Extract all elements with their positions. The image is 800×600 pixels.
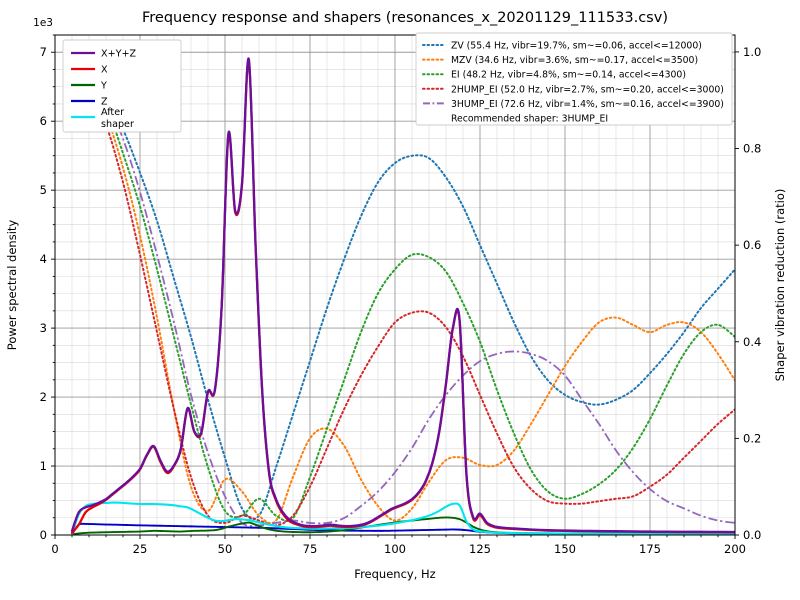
legend-right-label-4: 3HUMP_EI (72.6 Hz, vibr=1.4%, sm~=0.16, … [451, 99, 724, 110]
psd-curve-after-shaper [70, 501, 735, 535]
recommended-shaper-note: Recommended shaper: 3HUMP_EI [451, 114, 608, 125]
shaper-curve-2hump_ei [71, 55, 735, 527]
x-tick-label: 125 [469, 542, 491, 556]
x-tick-label: 0 [51, 542, 58, 556]
data-layer [70, 55, 735, 535]
x-tick-label: 100 [384, 542, 406, 556]
y-right-tick-label: 0.0 [743, 528, 761, 542]
x-tick-label: 200 [724, 542, 746, 556]
legend-right-box [415, 32, 733, 126]
y-left-exponent: 1e3 [33, 17, 53, 29]
y-left-tick-label: 5 [40, 183, 47, 197]
legend-right-label-1: MZV (34.6 Hz, vibr=3.6%, sm~=0.17, accel… [451, 55, 698, 66]
y-right-tick-label: 1.0 [743, 45, 761, 59]
legend-left-box [62, 39, 182, 133]
legend-right-label-2: EI (48.2 Hz, vibr=4.8%, sm~=0.14, accel<… [451, 70, 686, 81]
chart-title: Frequency response and shapers (resonanc… [142, 10, 668, 26]
shaper-curve-3hump_ei [71, 56, 735, 527]
legend-left-label-1: X [101, 65, 108, 76]
legend-right: ZV (55.4 Hz, vibr=19.7%, sm~=0.06, accel… [415, 32, 733, 126]
legend-left-label-3: Z [101, 97, 108, 108]
y-left-tick-label: 7 [40, 45, 47, 59]
y-left-tick-label: 6 [40, 114, 47, 128]
x-tick-label: 175 [639, 542, 661, 556]
y-right-tick-label: 0.6 [743, 238, 761, 252]
legend-left-label-0: X+Y+Z [101, 49, 137, 60]
y-right-tick-label: 0.8 [743, 142, 761, 156]
x-tick-label: 25 [133, 542, 148, 556]
y-left-tick-label: 3 [40, 321, 47, 335]
y-left-axis-label: Power spectral density [5, 220, 19, 351]
legend-right-label-3: 2HUMP_EI (52.0 Hz, vibr=2.7%, sm~=0.20, … [451, 84, 724, 95]
y-left-tick-label: 2 [40, 390, 47, 404]
shaper-curve-ei [71, 55, 735, 523]
y-left-tick-label: 4 [40, 252, 47, 266]
x-tick-label: 50 [218, 542, 233, 556]
legend-left-label-4: After [101, 107, 124, 118]
x-tick-label: 150 [554, 542, 576, 556]
psd-curve-x-y-z [70, 57, 735, 534]
legend-left-label-4-cont: shaper [101, 119, 134, 130]
x-axis-label: Frequency, Hz [354, 567, 435, 581]
legend-left-label-2: Y [100, 81, 107, 92]
y-left-tick-label: 0 [40, 528, 47, 542]
y-right-axis-label: Shaper vibration reduction (ratio) [773, 189, 787, 382]
y-right-tick-label: 0.4 [743, 335, 761, 349]
legend-right-label-0: ZV (55.4 Hz, vibr=19.7%, sm~=0.06, accel… [451, 41, 702, 52]
y-right-tick-label: 0.2 [743, 431, 761, 445]
x-tick-label: 75 [303, 542, 318, 556]
shaper-curve-zv [71, 55, 735, 520]
y-left-tick-label: 1 [40, 459, 47, 473]
tick-marks [51, 34, 739, 539]
